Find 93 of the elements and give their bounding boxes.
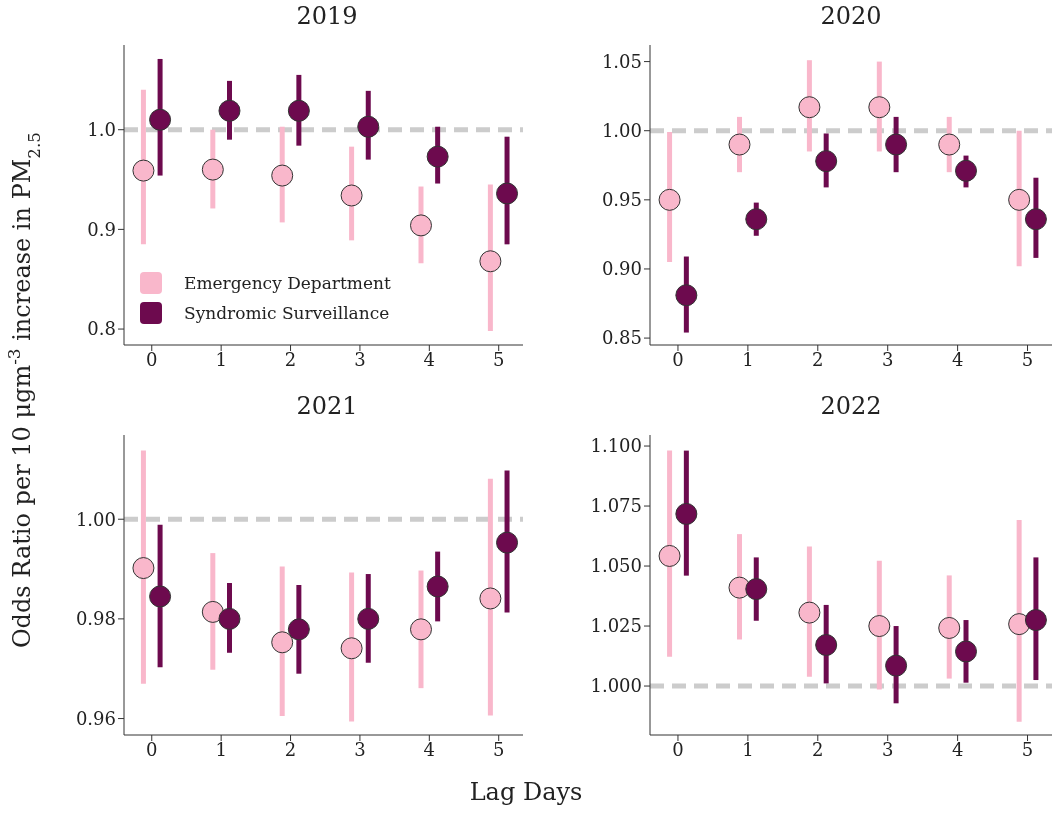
x-tick-label: 0 [146,348,158,370]
y-tick-label: 1.000 [590,675,642,697]
x-tick-label: 4 [951,348,964,370]
x-tick-label: 1 [215,738,227,760]
y-tick-label: 0.90 [601,258,642,280]
point [201,158,224,181]
point [1024,208,1047,231]
point [938,133,961,156]
point [218,99,241,122]
x-tick-label: 5 [492,738,505,760]
legend-label: Syndromic Surveillance [184,303,390,323]
x-tick-label: 2 [284,348,297,370]
y-tick-label: 0.8 [87,318,116,340]
x-tick-label: 5 [1021,738,1034,760]
point [798,601,821,624]
point [745,578,768,601]
x-axis-title: Lag Days [468,778,584,806]
chart-title: 2019 [295,2,359,30]
y-tick-label: 1.050 [590,555,642,577]
y-tick-label: 0.9 [87,218,116,240]
x-tick-label: 2 [812,348,824,370]
point [201,600,224,623]
y-tick-label: 1.00 [601,120,642,142]
point [798,96,821,119]
x-tick-label: 3 [881,348,894,370]
x-tick-label: 3 [354,738,366,760]
x-tick-label: 4 [423,348,436,370]
x-tick-label: 1 [742,738,754,760]
point [658,544,681,567]
x-tick-label: 2 [812,738,824,760]
point [479,587,502,610]
point [675,502,698,525]
point [357,607,380,630]
x-tick-label: 4 [423,738,436,760]
y-tick-label: 1.100 [590,435,642,457]
point [938,616,961,639]
x-tick-label: 3 [354,348,366,370]
point [340,184,363,207]
legend-label: Emergency Department [184,273,391,293]
x-tick-label: 0 [672,348,684,370]
x-tick-label: 4 [951,738,964,760]
point [287,99,310,122]
point [496,531,519,554]
chart-title: 2020 [819,2,883,30]
point [955,640,978,663]
point [1008,188,1031,211]
y-tick-label: 0.96 [75,707,116,729]
point [426,575,449,598]
point [426,145,449,168]
y-tick-label: 1.05 [601,50,642,72]
x-tick-label: 0 [146,738,158,760]
x-tick-label: 5 [492,348,505,370]
point [885,133,908,156]
x-tick-label: 1 [215,348,227,370]
y-tick-label: 0.95 [601,189,642,211]
point [675,284,698,307]
point [287,618,310,641]
point [868,96,891,119]
point [357,115,380,138]
chart-title: 2021 [295,392,359,420]
y-tick-label: 1.00 [75,508,116,530]
point [496,182,519,205]
point [149,585,172,608]
point [1024,609,1047,632]
point [885,654,908,677]
point [149,108,172,131]
point [955,159,978,182]
point [218,607,241,630]
point [132,557,155,580]
point [745,208,768,231]
point [410,618,432,641]
x-tick-label: 1 [742,348,754,370]
point [340,637,363,660]
point [658,188,681,211]
point [728,133,751,156]
point [132,159,155,182]
y-tick-label: 1.0 [87,119,116,141]
x-tick-label: 5 [1021,348,1034,370]
y-tick-label: 0.98 [75,608,116,630]
point [271,631,294,654]
y-tick-label: 1.075 [590,495,642,517]
point [868,615,891,638]
y-tick-label: 0.85 [601,327,642,349]
x-tick-label: 3 [881,738,894,760]
point [271,164,294,187]
point [410,214,432,237]
x-tick-label: 2 [284,738,297,760]
point [815,150,838,173]
point [479,250,502,273]
point [815,634,838,656]
chart-title: 2022 [819,392,883,420]
x-tick-label: 0 [672,738,684,760]
y-tick-label: 1.025 [590,615,642,637]
